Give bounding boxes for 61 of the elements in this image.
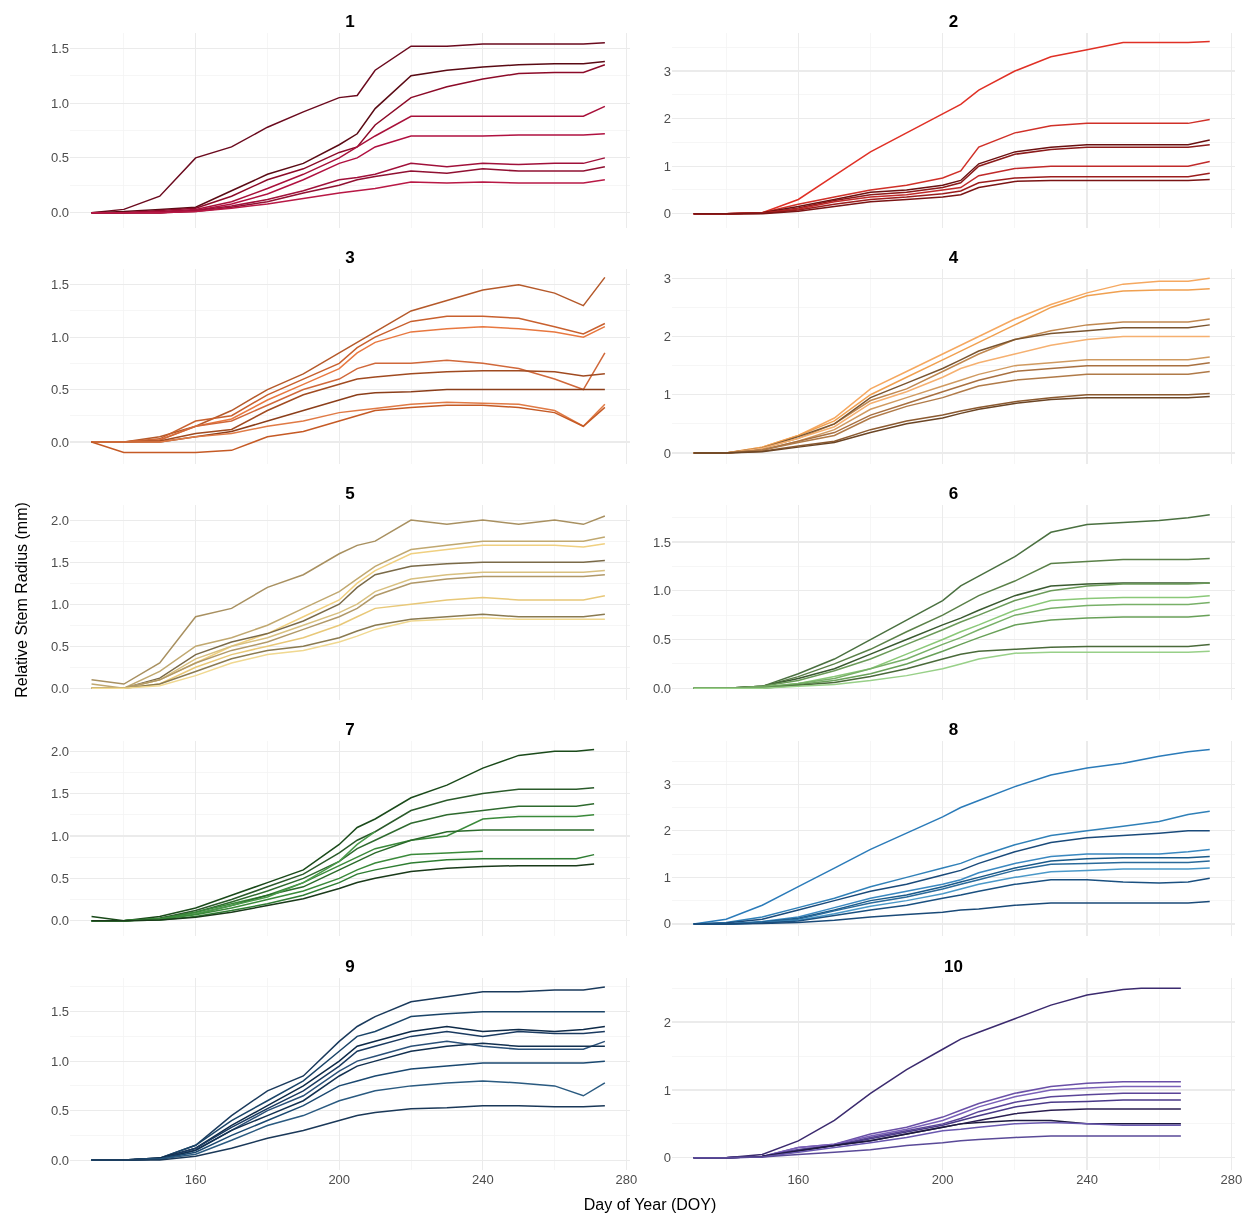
chart-title: 9	[345, 957, 355, 976]
y-tick-label: 1.0	[50, 596, 69, 612]
y-tick-label: 3	[663, 63, 671, 79]
y-tick-label: 0.5	[50, 870, 69, 886]
y-tick-label: 1.5	[50, 554, 69, 570]
y-tick-label: 3	[663, 270, 671, 286]
y-tick-label: 0.0	[50, 913, 69, 929]
y-tick-label: 0	[663, 1150, 671, 1166]
y-tick-label: 1.0	[50, 828, 69, 844]
y-tick-label: 1.5	[50, 40, 69, 56]
y-tick-label: 0	[663, 206, 671, 222]
y-tick-label: 0.5	[50, 1103, 69, 1119]
chart-title: 7	[345, 720, 355, 739]
y-tick-label: 2	[663, 111, 671, 127]
y-tick-label: 2	[663, 1014, 671, 1030]
y-tick-label: 1	[663, 1082, 671, 1098]
y-tick-label: 0.0	[50, 205, 69, 221]
y-tick-label: 0.0	[50, 680, 69, 696]
y-tick-label: 1.5	[50, 277, 69, 293]
y-tick-label: 0.5	[50, 150, 69, 166]
x-axis-title: Day of Year (DOY)	[583, 1196, 717, 1214]
y-tick-label: 1.5	[652, 534, 671, 550]
chart-title: 3	[345, 248, 355, 267]
y-tick-label: 1.0	[50, 1053, 69, 1069]
x-tick-label: 160	[184, 1172, 207, 1187]
chart-title: 4	[948, 248, 959, 267]
x-tick-label: 200	[328, 1172, 351, 1187]
y-tick-label: 1	[663, 387, 671, 403]
chart-title: 10	[944, 957, 963, 976]
x-tick-label: 280	[1220, 1172, 1243, 1187]
chart-title: 2	[948, 12, 959, 31]
chart-title: 8	[948, 720, 959, 739]
y-tick-label: 1.5	[50, 1004, 69, 1020]
x-tick-label: 160	[787, 1172, 810, 1187]
y-tick-label: 0.5	[50, 382, 69, 398]
y-tick-label: 1	[663, 869, 671, 885]
y-tick-label: 1.0	[652, 583, 671, 599]
y-tick-label: 0.5	[50, 638, 69, 654]
chart-title: 6	[948, 484, 959, 503]
x-tick-label: 240	[471, 1172, 494, 1187]
chart-title: 5	[345, 484, 355, 503]
y-tick-label: 1	[663, 158, 671, 174]
y-tick-label: 0.0	[50, 1152, 69, 1168]
y-tick-label: 1.0	[50, 329, 69, 345]
y-tick-label: 1.0	[50, 95, 69, 111]
y-tick-label: 0.5	[652, 632, 671, 648]
y-tick-label: 0	[663, 916, 671, 932]
y-axis-title: Relative Stem Radius (mm)	[13, 502, 31, 698]
x-tick-label: 280	[615, 1172, 638, 1187]
y-tick-label: 2	[663, 329, 671, 345]
y-tick-label: 0.0	[652, 680, 671, 696]
x-tick-label: 200	[931, 1172, 954, 1187]
y-tick-label: 3	[663, 776, 671, 792]
y-tick-label: 2.0	[50, 743, 69, 759]
y-tick-label: 1.5	[50, 786, 69, 802]
y-tick-label: 2.0	[50, 512, 69, 528]
x-tick-label: 240	[1076, 1172, 1098, 1187]
y-tick-label: 0.0	[50, 434, 69, 450]
y-tick-label: 2	[663, 823, 671, 839]
y-tick-label: 0	[663, 445, 671, 461]
chart-title: 1	[345, 12, 355, 31]
